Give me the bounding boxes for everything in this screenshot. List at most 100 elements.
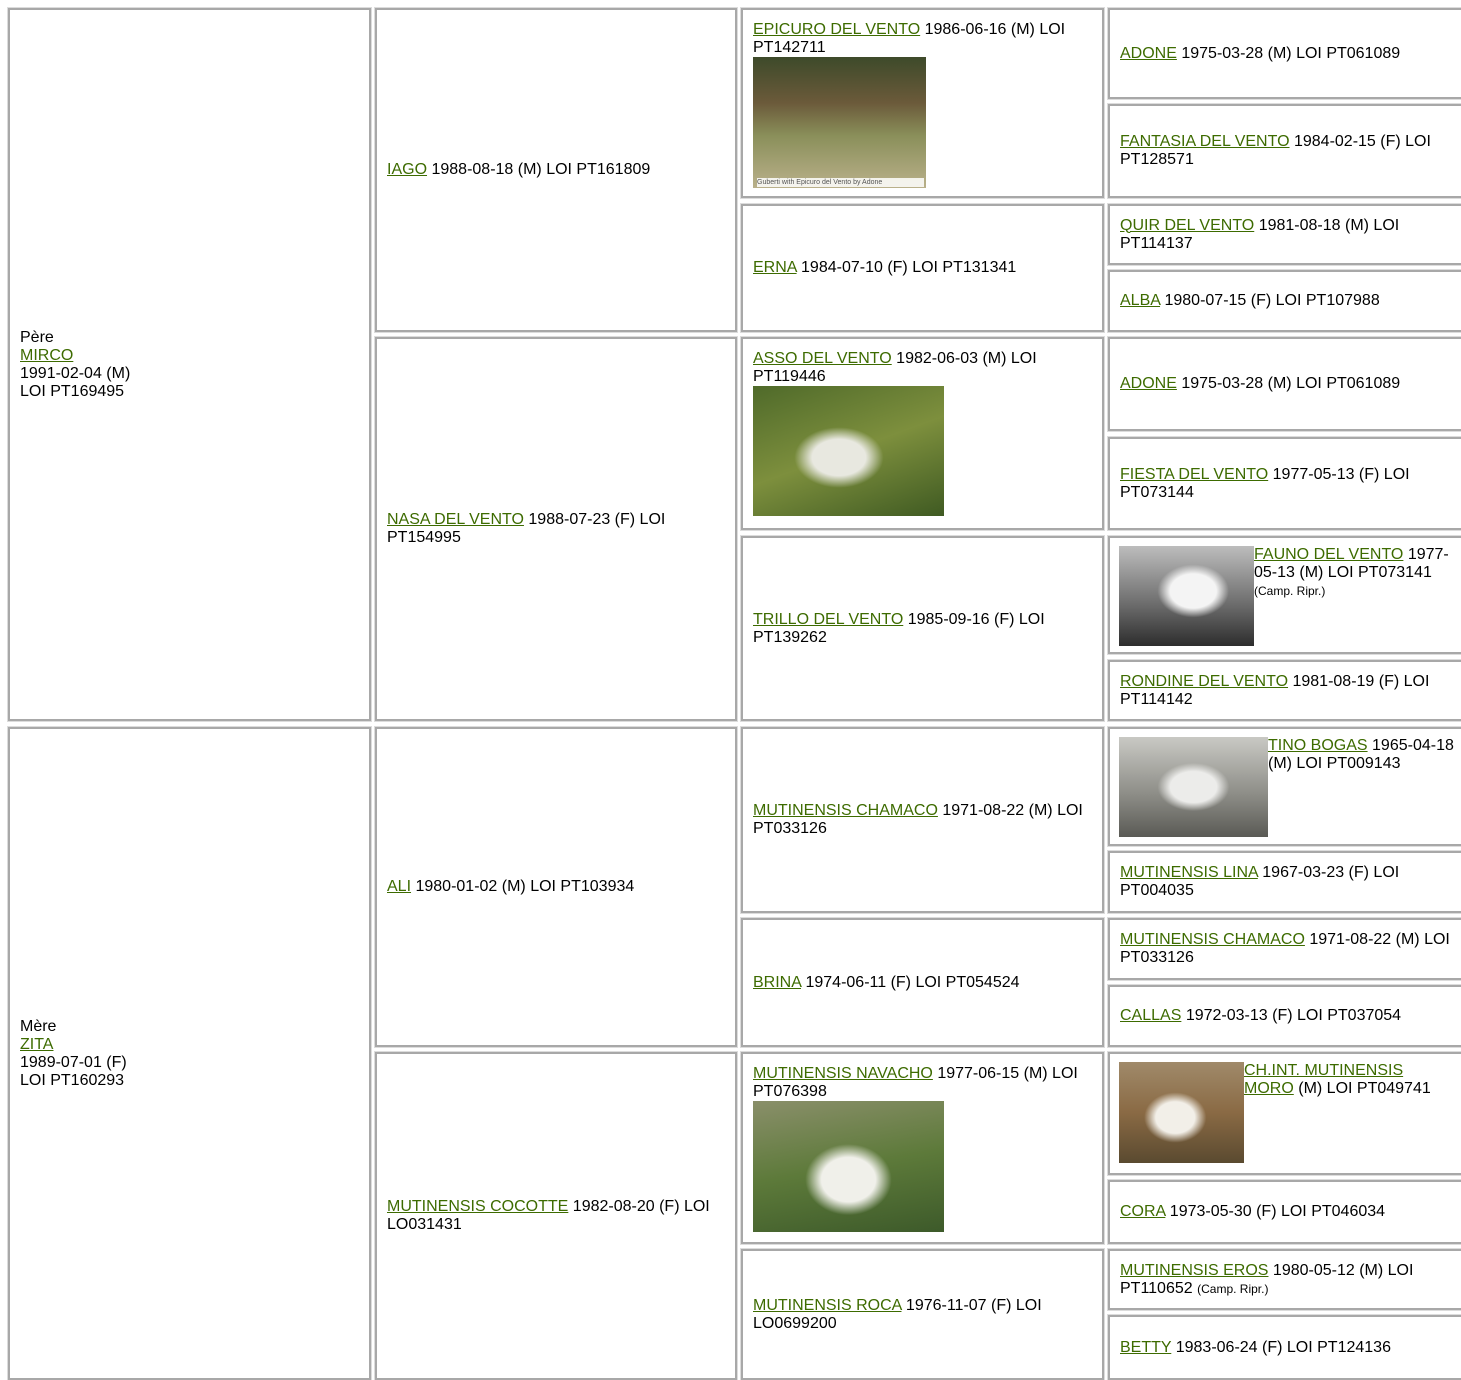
dog-cell: FAUNO DEL VENTO 1977-05-13 (M) LOI PT073…: [1107, 535, 1461, 655]
dog-details: 1986-06-16 (M) LOI PT142711: [753, 21, 1066, 56]
dog-cell: MUTINENSIS LINA 1967-03-23 (F) LOI PT004…: [1107, 850, 1461, 914]
dog-details: 1965-04-18 (M) LOI PT009143: [1268, 737, 1454, 772]
dog-details: 1977-05-13 (M) LOI PT073141: [1254, 546, 1449, 581]
dog-cell: CORA 1973-05-30 (F) LOI PT046034: [1107, 1179, 1461, 1245]
dog-details: 1975-03-28 (M) LOI PT061089: [1181, 44, 1401, 62]
dog-cell: MUTINENSIS EROS 1980-05-12 (M) LOI PT110…: [1107, 1248, 1461, 1311]
dog-link[interactable]: MUTINENSIS COCOTTE: [387, 1198, 569, 1215]
dog-link[interactable]: NASA DEL VENTO: [387, 511, 524, 528]
dog-cell: CALLAS 1972-03-13 (F) LOI PT037054: [1107, 984, 1461, 1048]
dog-details: 1991-02-04 (M): [20, 364, 131, 382]
dog-details: 1981-08-19 (F) LOI PT114142: [1120, 672, 1430, 708]
dog-info: MUTINENSIS CHAMACO 1971-08-22 (M) LOI PT…: [1120, 931, 1454, 967]
dog-link[interactable]: MUTINENSIS EROS: [1120, 1261, 1269, 1279]
dog-link[interactable]: MUTINENSIS ROCA: [753, 1296, 902, 1314]
dog-link[interactable]: RONDINE DEL VENTO: [1120, 672, 1289, 690]
dog-info: ERNA 1984-07-10 (F) LOI PT131341: [753, 259, 1092, 277]
dog-link[interactable]: ALI: [387, 878, 412, 895]
dog-details: 1980-05-12 (M) LOI PT110652: [1120, 1261, 1414, 1297]
dog-link[interactable]: MUTINENSIS CHAMACO: [1120, 931, 1305, 948]
dog-info: NASA DEL VENTO 1988-07-23 (F) LOI PT1549…: [387, 511, 725, 547]
dog-cell: FANTASIA DEL VENTO 1984-02-15 (F) LOI PT…: [1107, 103, 1461, 199]
dog-link[interactable]: ADONE: [1120, 375, 1177, 392]
dog-cell: ASSO DEL VENTO 1982-06-03 (M) LOI PT1194…: [740, 336, 1105, 531]
dog-info: QUIR DEL VENTO 1981-08-18 (M) LOI PT1141…: [1120, 217, 1454, 253]
dog-link[interactable]: FAUNO DEL VENTO: [1254, 546, 1404, 563]
dog-details: 1976-11-07 (F) LOI LO0699200: [753, 1296, 1042, 1332]
dog-link[interactable]: CH.INT. MUTINENSIS MORO: [1244, 1062, 1404, 1097]
parent-cell: Mère ZITA 1989-07-01 (F) LOI PT160293: [7, 726, 372, 1380]
dog-entry: TINO BOGAS 1965-04-18 (M) LOI PT009143: [1119, 737, 1454, 837]
dog-link[interactable]: BETTY: [1120, 1338, 1172, 1356]
dog-info: FAUNO DEL VENTO 1977-05-13 (M) LOI PT073…: [1120, 546, 1454, 600]
dog-link[interactable]: CALLAS: [1120, 1007, 1182, 1024]
dog-details: 1980-01-02 (M) LOI PT103934: [415, 878, 635, 895]
dog-info: ADONE 1975-03-28 (M) LOI PT061089: [1120, 375, 1454, 393]
dog-cell: CH.INT. MUTINENSIS MORO (M) LOI PT049741: [1107, 1051, 1461, 1176]
dog-link[interactable]: CORA: [1120, 1203, 1166, 1220]
dog-link[interactable]: FANTASIA DEL VENTO: [1120, 133, 1290, 150]
dog-details: 1984-02-15 (F) LOI PT128571: [1120, 133, 1431, 168]
parent-info: Père MIRCO 1991-02-04 (M) LOI PT169495: [20, 329, 359, 401]
dog-link[interactable]: ADONE: [1120, 44, 1177, 62]
dog-cell: QUIR DEL VENTO 1981-08-18 (M) LOI PT1141…: [1107, 203, 1461, 266]
dog-details: 1971-08-22 (M) LOI PT033126: [753, 802, 1083, 837]
dog-photo: [753, 386, 944, 516]
dog-details: 1977-05-13 (F) LOI PT073144: [1120, 465, 1410, 501]
dog-link[interactable]: MUTINENSIS LINA: [1120, 864, 1258, 881]
dog-info: ADONE 1975-03-28 (M) LOI PT061089: [1120, 45, 1454, 63]
dog-cell: ALI 1980-01-02 (M) LOI PT103934: [374, 726, 738, 1048]
dog-cell: ADONE 1975-03-28 (M) LOI PT061089: [1107, 7, 1461, 100]
dog-link[interactable]: BRINA: [753, 973, 802, 991]
dog-photo: [1119, 737, 1268, 837]
dog-info: CORA 1973-05-30 (F) LOI PT046034: [1120, 1203, 1454, 1221]
dog-details: 1989-07-01 (F): [20, 1053, 127, 1071]
dog-cell: ERNA 1984-07-10 (F) LOI PT131341: [740, 203, 1105, 333]
dog-cell: TRILLO DEL VENTO 1985-09-16 (F) LOI PT13…: [740, 535, 1105, 722]
dog-link[interactable]: ZITA: [20, 1035, 54, 1053]
dog-details: LOI PT160293: [20, 1071, 125, 1089]
dog-details: 1981-08-18 (M) LOI PT114137: [1120, 216, 1400, 252]
dog-note: (Camp. Ripr.): [1254, 584, 1326, 598]
dog-info: ASSO DEL VENTO 1982-06-03 (M) LOI PT1194…: [753, 350, 1092, 386]
dog-cell: TINO BOGAS 1965-04-18 (M) LOI PT009143: [1107, 726, 1461, 847]
dog-cell: MUTINENSIS COCOTTE 1982-08-20 (F) LOI LO…: [374, 1051, 738, 1380]
parent-info: Mère ZITA 1989-07-01 (F) LOI PT160293: [20, 1018, 359, 1090]
dog-cell: EPICURO DEL VENTO 1986-06-16 (M) LOI PT1…: [740, 7, 1105, 199]
dog-link[interactable]: ASSO DEL VENTO: [753, 350, 892, 367]
dog-info: CALLAS 1972-03-13 (F) LOI PT037054: [1120, 1007, 1454, 1025]
dog-details: 1972-03-13 (F) LOI PT037054: [1185, 1007, 1402, 1024]
dog-link[interactable]: FIESTA DEL VENTO: [1120, 465, 1269, 483]
dog-info: ALI 1980-01-02 (M) LOI PT103934: [387, 878, 725, 896]
dog-entry: FAUNO DEL VENTO 1977-05-13 (M) LOI PT073…: [1119, 546, 1454, 646]
dog-link[interactable]: ERNA: [753, 259, 797, 276]
dog-details: 1967-03-23 (F) LOI PT004035: [1120, 864, 1400, 899]
dog-details: 1988-08-18 (M) LOI PT161809: [431, 161, 651, 178]
dog-cell: MUTINENSIS CHAMACO 1971-08-22 (M) LOI PT…: [1107, 917, 1461, 981]
dog-link[interactable]: EPICURO DEL VENTO: [753, 21, 921, 38]
dog-details: 1984-07-10 (F) LOI PT131341: [801, 259, 1017, 276]
dog-cell: IAGO 1988-08-18 (M) LOI PT161809: [374, 7, 738, 333]
dog-details: 1982-06-03 (M) LOI PT119446: [753, 350, 1037, 385]
dog-info: IAGO 1988-08-18 (M) LOI PT161809: [387, 161, 725, 179]
parent-cell: Père MIRCO 1991-02-04 (M) LOI PT169495: [7, 7, 372, 722]
dog-link[interactable]: ALBA: [1120, 292, 1161, 309]
dog-link[interactable]: MUTINENSIS NAVACHO: [753, 1065, 933, 1082]
dog-info: RONDINE DEL VENTO 1981-08-19 (F) LOI PT1…: [1120, 673, 1454, 709]
dog-details: 1985-09-16 (F) LOI PT139262: [753, 610, 1045, 646]
dog-photo: [753, 1101, 944, 1232]
dog-info: MUTINENSIS CHAMACO 1971-08-22 (M) LOI PT…: [753, 802, 1092, 838]
dog-cell: MUTINENSIS ROCA 1976-11-07 (F) LOI LO069…: [740, 1248, 1105, 1380]
dog-link[interactable]: IAGO: [387, 161, 428, 178]
dog-info: TRILLO DEL VENTO 1985-09-16 (F) LOI PT13…: [753, 611, 1092, 647]
dog-link[interactable]: MIRCO: [20, 346, 74, 364]
dog-link[interactable]: TRILLO DEL VENTO: [753, 610, 904, 628]
dog-link[interactable]: TINO BOGAS: [1268, 737, 1368, 754]
dog-details: LOI PT169495: [20, 382, 125, 400]
dog-cell: MUTINENSIS NAVACHO 1977-06-15 (M) LOI PT…: [740, 1051, 1105, 1245]
dog-link[interactable]: QUIR DEL VENTO: [1120, 216, 1255, 234]
dog-info: CH.INT. MUTINENSIS MORO (M) LOI PT049741: [1120, 1062, 1454, 1098]
dog-cell: ALBA 1980-07-15 (F) LOI PT107988: [1107, 269, 1461, 333]
dog-link[interactable]: MUTINENSIS CHAMACO: [753, 802, 938, 819]
